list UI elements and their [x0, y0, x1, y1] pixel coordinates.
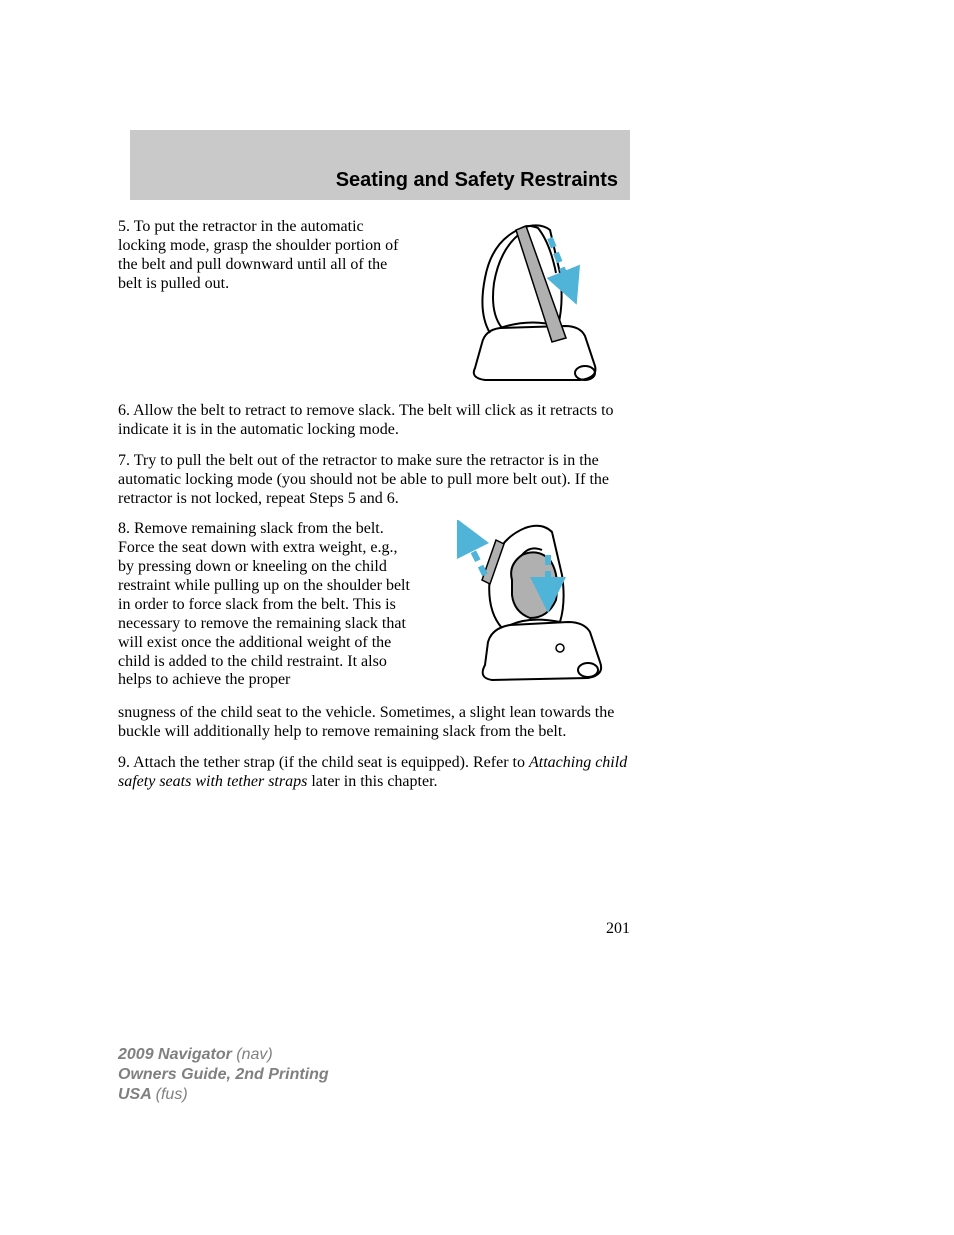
step-8-text-a: 8. Remove remaining slack from the belt.…: [118, 520, 412, 690]
footer-line-2: Owners Guide, 2nd Printing: [118, 1065, 329, 1085]
footer-model-code: (nav): [236, 1046, 272, 1063]
step-8-row: 8. Remove remaining slack from the belt.…: [118, 520, 630, 690]
footer-line-1: 2009 Navigator (nav): [118, 1045, 329, 1065]
footer-block: 2009 Navigator (nav) Owners Guide, 2nd P…: [118, 1045, 329, 1105]
step-7-text: 7. Try to pull the belt out of the retra…: [118, 452, 630, 509]
step-6-text: 6. Allow the belt to retract to remove s…: [118, 402, 630, 440]
footer-model: 2009 Navigator: [118, 1046, 236, 1063]
footer-line-3: USA (fus): [118, 1085, 329, 1105]
figure-2-container: [430, 520, 630, 690]
footer-region: USA: [118, 1086, 156, 1103]
section-title: Seating and Safety Restraints: [336, 169, 618, 192]
footer-region-code: (fus): [156, 1086, 188, 1103]
step-9-tail: later in this chapter.: [307, 773, 437, 790]
figure-1-container: [430, 218, 630, 388]
page-number: 201: [118, 920, 630, 938]
seatbelt-pull-down-figure: [430, 218, 630, 388]
seat-press-down-figure: [430, 520, 630, 690]
step-9-lead: 9. Attach the tether strap (if the child…: [118, 754, 529, 771]
step-9-text: 9. Attach the tether strap (if the child…: [118, 754, 630, 792]
step-5-row: 5. To put the retractor in the automatic…: [118, 218, 630, 388]
step-5-text: 5. To put the retractor in the automatic…: [118, 218, 412, 294]
section-header-bar: Seating and Safety Restraints: [130, 130, 630, 200]
step-8-text-b: snugness of the child seat to the vehicl…: [118, 704, 630, 742]
page-content: 5. To put the retractor in the automatic…: [118, 218, 630, 804]
